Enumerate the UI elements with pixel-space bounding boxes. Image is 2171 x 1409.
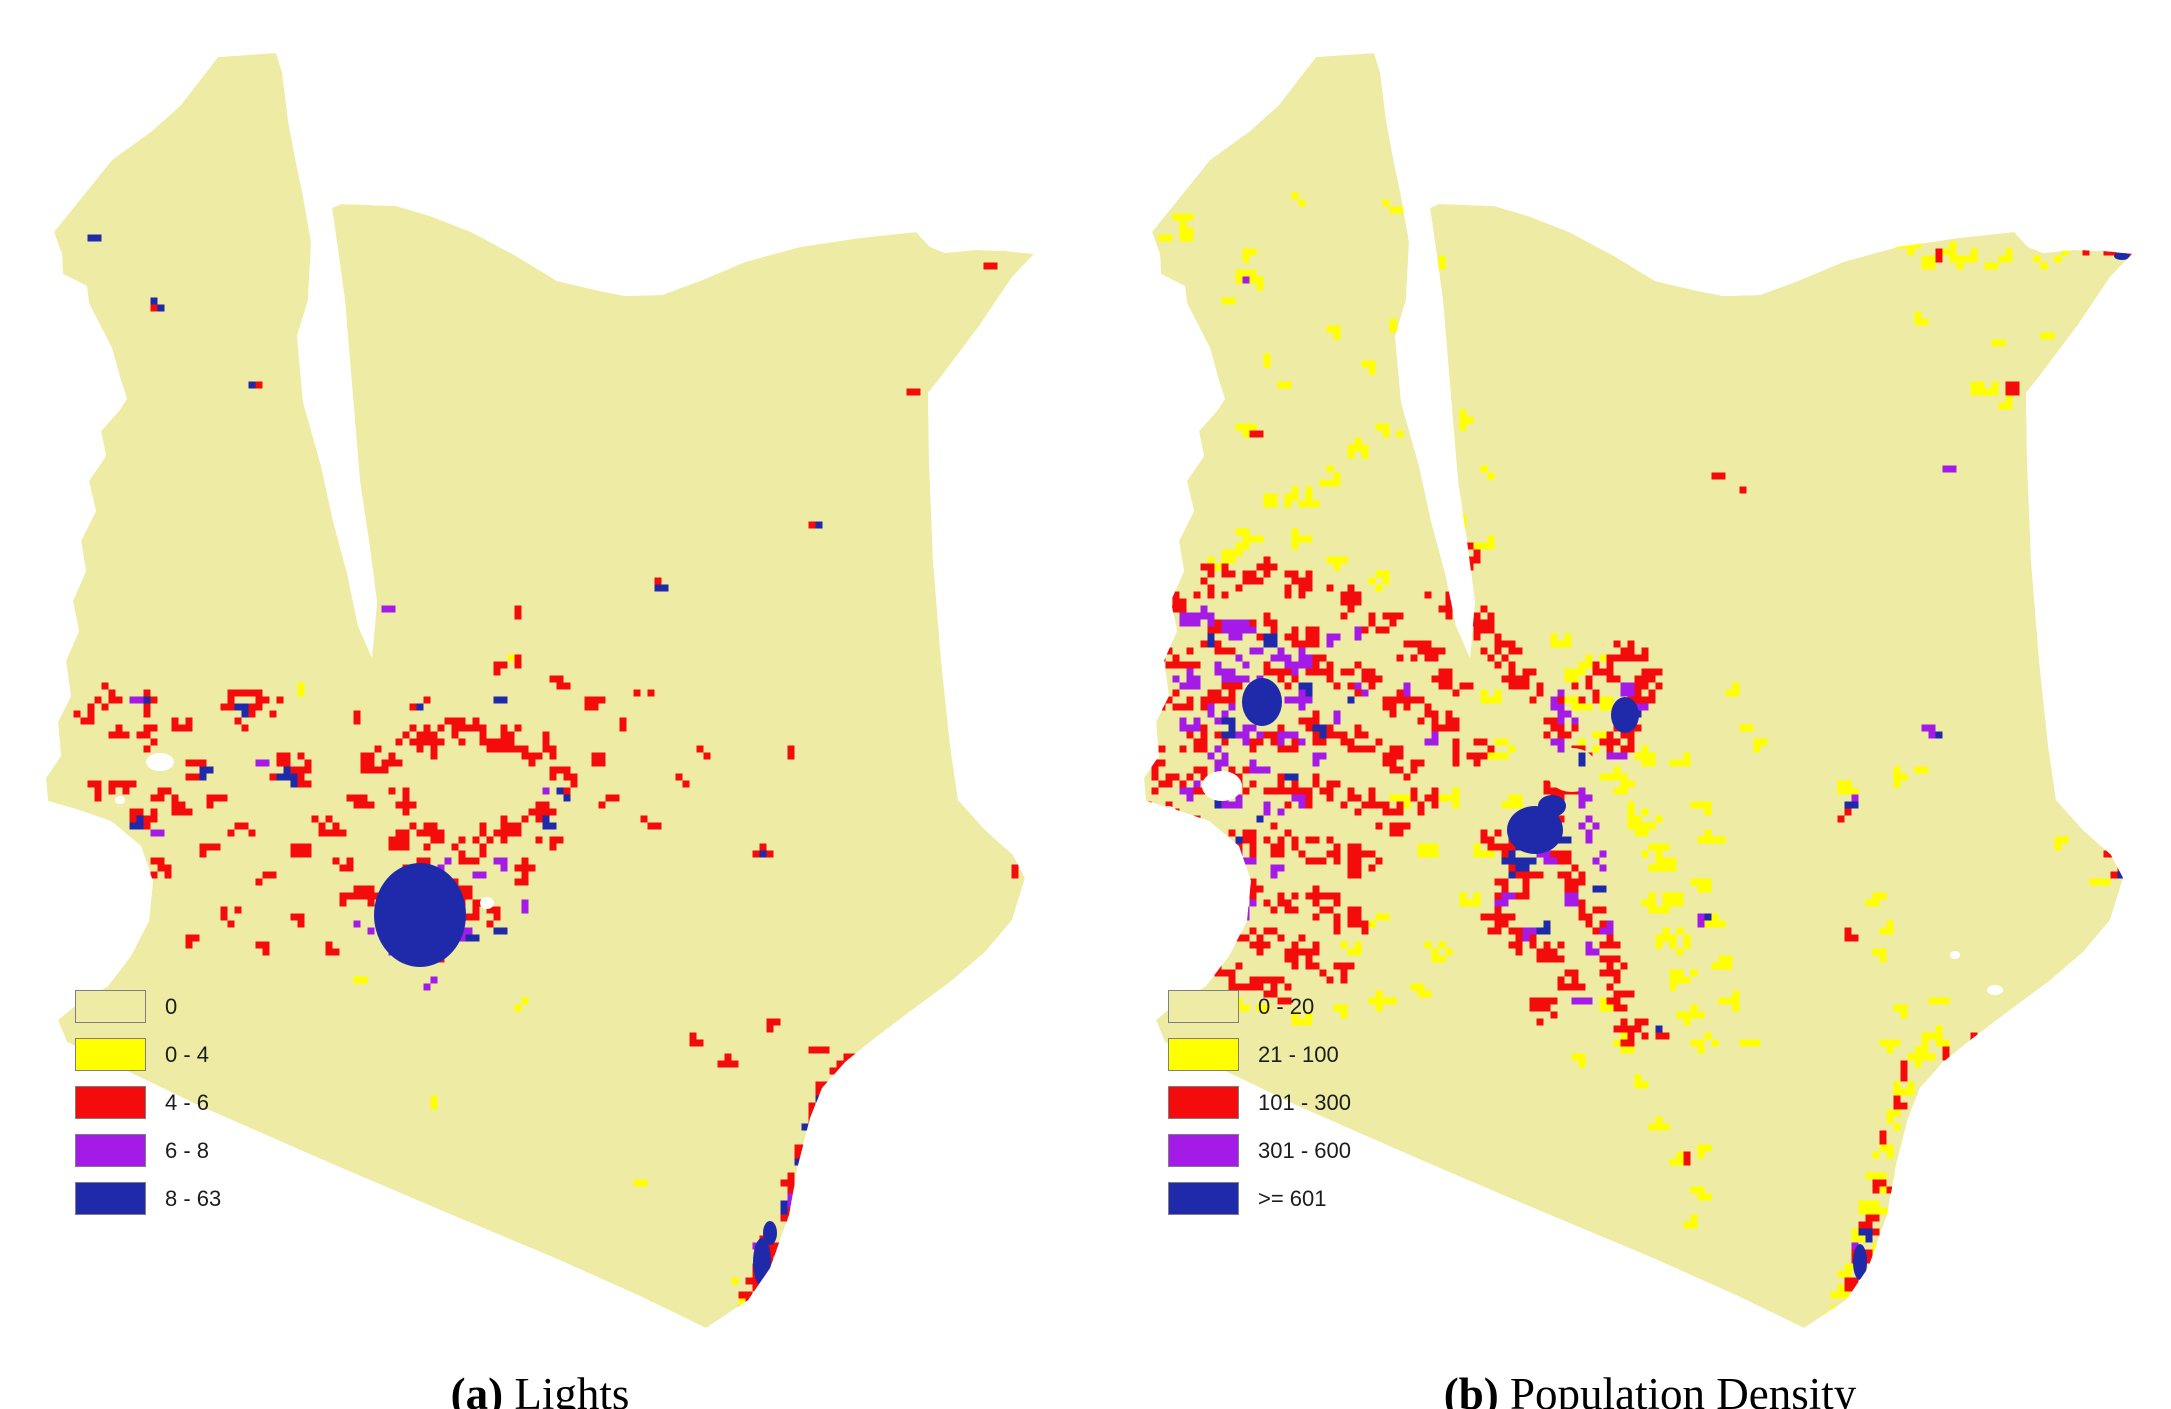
legend-lights: 0 0 - 4 4 - 6 6 - 8 8 - 63 [75, 990, 375, 1230]
legend-label: 301 - 600 [1258, 1138, 1351, 1163]
lake-holes-a [444, 768, 529, 812]
legend-swatch [75, 1086, 146, 1119]
legend-item: 6 - 8 [75, 1134, 375, 1167]
legend-label: 8 - 63 [165, 1186, 222, 1211]
legend-item: 301 - 600 [1168, 1134, 1468, 1167]
legend-item: 21 - 100 [1168, 1038, 1468, 1071]
legend-swatch [75, 1038, 146, 1071]
legend-swatch [1168, 990, 1239, 1023]
map-a [46, 53, 1034, 1328]
legend-swatch [75, 990, 146, 1023]
legend-label: 4 - 6 [165, 1090, 210, 1115]
legend-label: 6 - 8 [165, 1138, 210, 1163]
legend-item: >= 601 [1168, 1182, 1468, 1215]
legend-item: 0 [75, 990, 375, 1023]
legend-item: 8 - 63 [75, 1182, 375, 1215]
lake-holes-b [1546, 748, 1598, 792]
legend-label: 0 [165, 994, 178, 1019]
caption-b-text: Population Density [1510, 1369, 1857, 1409]
caption-b-label: (b) [1443, 1369, 1499, 1409]
clusters-a-blue [87, 234, 823, 1286]
legend-population-density: 0 - 20 21 - 100 101 - 300 301 - 600 >= 601 [1168, 990, 1468, 1230]
kenya-outline-a [46, 53, 1034, 1328]
legend-item: 4 - 6 [75, 1086, 375, 1119]
legend-swatch [75, 1134, 146, 1167]
legend-label: 21 - 100 [1258, 1042, 1339, 1067]
caption-a: (a) Lights [330, 1368, 750, 1409]
legend-swatch [75, 1182, 146, 1215]
legend-label: 101 - 300 [1258, 1090, 1351, 1115]
legend-swatch [1168, 1086, 1239, 1119]
legend-label: 0 - 20 [1258, 994, 1315, 1019]
caption-a-label: (a) [450, 1369, 504, 1409]
legend-item: 0 - 20 [1168, 990, 1468, 1023]
legend-swatch [1168, 1182, 1239, 1215]
legend-label: >= 601 [1258, 1186, 1327, 1211]
legend-label: 0 - 4 [165, 1042, 210, 1067]
legend-item: 101 - 300 [1168, 1086, 1468, 1119]
caption-b: (b) Population Density [1330, 1368, 1970, 1409]
legend-swatch [1168, 1038, 1239, 1071]
water-spots-a [115, 753, 494, 909]
legend-item: 0 - 4 [75, 1038, 375, 1071]
caption-a-text: Lights [514, 1369, 630, 1409]
legend-swatch [1168, 1134, 1239, 1167]
